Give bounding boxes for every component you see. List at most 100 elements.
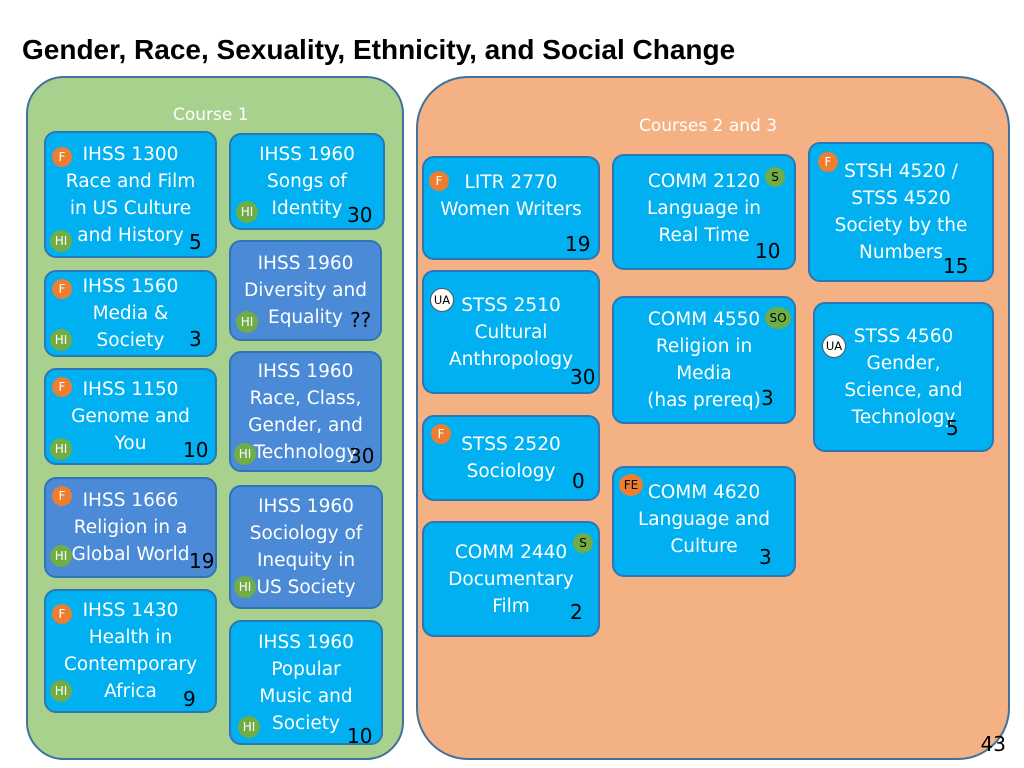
page-number: 43 bbox=[980, 732, 1006, 756]
badge-f: F bbox=[52, 377, 72, 397]
enrollment-count: 3 bbox=[761, 386, 774, 410]
course-title-line: Music and bbox=[259, 685, 353, 707]
course-title-line: Equality bbox=[268, 307, 343, 328]
badge-hi: HI bbox=[234, 576, 256, 598]
course-comm-2120[interactable]: COMM 2120 Language in Real Time bbox=[612, 154, 796, 270]
course-title-line: in US Culture bbox=[69, 197, 192, 219]
badge-f: F bbox=[52, 279, 72, 299]
course-title-line: Anthropology bbox=[448, 348, 574, 370]
badge-s: S bbox=[765, 167, 785, 187]
course-title-line: Sociology of bbox=[249, 523, 363, 544]
course-title-line: Film bbox=[492, 595, 530, 617]
course-title-line: Numbers bbox=[859, 242, 943, 263]
course-code: IHSS 1960 bbox=[258, 496, 354, 517]
course-ihss-1960-sociology-of-inequity[interactable]: IHSS 1960 Sociology of Inequity in US So… bbox=[229, 485, 383, 609]
course-title-line: Real Time bbox=[658, 225, 750, 246]
course-title-line: Africa bbox=[104, 681, 157, 702]
enrollment-count: ?? bbox=[350, 308, 372, 332]
course-title-line: Media bbox=[676, 363, 732, 384]
enrollment-count: 3 bbox=[189, 327, 202, 351]
enrollment-count: 2 bbox=[570, 600, 583, 624]
course-title-line: STSS 4520 bbox=[851, 188, 951, 209]
badge-hi: HI bbox=[234, 443, 256, 465]
course-code: COMM 4620 bbox=[647, 482, 761, 503]
course-ihss-1560[interactable]: IHSS 1560 Media & Society bbox=[44, 270, 217, 357]
course-title-line: Technology bbox=[851, 407, 956, 428]
course-title-line: Media & bbox=[92, 303, 169, 324]
enrollment-count: 0 bbox=[572, 469, 585, 493]
page-title: Gender, Race, Sexuality, Ethnicity, and … bbox=[22, 34, 736, 65]
course-title-line: Gender, bbox=[866, 353, 941, 374]
course-title-line: You bbox=[114, 433, 147, 454]
badge-hi: HI bbox=[50, 438, 72, 460]
badge-f: F bbox=[431, 424, 451, 444]
badge-ua: UA bbox=[430, 288, 454, 312]
course-title-line: and History bbox=[77, 224, 184, 246]
course-stss-2510[interactable]: STSS 2510 Cultural Anthropology bbox=[422, 270, 600, 394]
enrollment-count: 15 bbox=[943, 254, 969, 278]
course-title-line: Science, and bbox=[844, 380, 963, 401]
badge-so: SO bbox=[765, 307, 791, 329]
course-title-line: (has prereq) bbox=[647, 390, 761, 411]
course-title-line: Songs of bbox=[267, 171, 347, 192]
course-litr-2770[interactable]: LITR 2770 Women Writers bbox=[422, 156, 600, 260]
badge-hi: HI bbox=[236, 311, 258, 333]
badge-s: S bbox=[573, 533, 593, 553]
badge-hi: HI bbox=[50, 329, 72, 351]
enrollment-count: 9 bbox=[183, 687, 196, 711]
course-code: STSS 2520 bbox=[461, 434, 561, 455]
course-code: IHSS 1960 bbox=[257, 253, 354, 274]
course-title-line: Inequity in bbox=[256, 550, 356, 571]
course-code: IHSS 1666 bbox=[82, 490, 179, 511]
course-title-line: Global World bbox=[71, 544, 190, 565]
course-stss-2520[interactable]: STSS 2520 Sociology bbox=[422, 415, 600, 501]
course-stss-4560[interactable]: STSS 4560 Gender, Science, and Technolog… bbox=[813, 302, 994, 452]
course-code: IHSS 1960 bbox=[259, 144, 355, 165]
course-code: STSS 2510 bbox=[461, 294, 561, 316]
course-title-line: Technology bbox=[253, 441, 358, 463]
course-comm-4620[interactable]: COMM 4620 Language and Culture bbox=[612, 466, 796, 577]
course-ihss-1300[interactable]: IHSS 1300 Race and Film in US Culture an… bbox=[44, 131, 217, 258]
badge-f: F bbox=[52, 604, 72, 624]
course-code: IHSS 1960 bbox=[257, 360, 354, 382]
course-code: IHSS 1560 bbox=[82, 276, 179, 297]
enrollment-count: 10 bbox=[183, 438, 209, 462]
course-comm-2440[interactable]: COMM 2440 Documentary Film bbox=[422, 521, 600, 637]
course-1-label: Course 1 bbox=[173, 105, 249, 125]
course-ihss-1150[interactable]: IHSS 1150 Genome and You bbox=[44, 368, 217, 465]
enrollment-count: 19 bbox=[565, 232, 591, 256]
course-code: STSH 4520 / bbox=[844, 161, 958, 182]
badge-f: F bbox=[818, 152, 838, 172]
course-ihss-1430[interactable]: IHSS 1430 Health in Contemporary Africa bbox=[44, 589, 217, 713]
course-title-line: Cultural bbox=[474, 321, 548, 343]
enrollment-count: 30 bbox=[570, 365, 596, 389]
course-title-line: Race, Class, bbox=[249, 387, 362, 409]
course-title-line: Sociology bbox=[466, 461, 556, 482]
course-title-line: Language and bbox=[638, 509, 770, 530]
course-code: STSS 4560 bbox=[853, 326, 954, 347]
course-title-line: Race and Film bbox=[65, 170, 196, 192]
enrollment-count: 30 bbox=[347, 203, 373, 227]
enrollment-count: 10 bbox=[347, 724, 373, 748]
enrollment-count: 3 bbox=[759, 545, 772, 569]
course-title-line: Society bbox=[96, 330, 165, 351]
enrollment-count: 30 bbox=[349, 444, 375, 468]
enrollment-count: 5 bbox=[946, 416, 959, 440]
badge-hi: HI bbox=[50, 545, 72, 567]
enrollment-count: 10 bbox=[755, 239, 781, 263]
course-title-line: Language in bbox=[646, 198, 762, 219]
course-title-line: Women Writers bbox=[440, 199, 582, 220]
course-code: IHSS 1300 bbox=[82, 143, 179, 165]
course-title-line: Identity bbox=[271, 198, 343, 219]
course-title-line: Religion in bbox=[655, 336, 753, 357]
badge-f: F bbox=[52, 486, 72, 506]
course-title-line: Gender, and bbox=[248, 414, 363, 436]
badge-hi: HI bbox=[50, 680, 72, 702]
course-stsh-4520[interactable]: STSH 4520 / STSS 4520 Society by the Num… bbox=[808, 142, 994, 282]
course-code: COMM 4550 bbox=[647, 309, 761, 330]
course-title-line: Diversity and bbox=[244, 280, 367, 301]
course-code: IHSS 1150 bbox=[82, 379, 179, 400]
badge-hi: HI bbox=[236, 201, 258, 223]
course-ihss-1666[interactable]: IHSS 1666 Religion in a Global World bbox=[44, 477, 217, 578]
badge-fe: FE bbox=[619, 474, 643, 496]
